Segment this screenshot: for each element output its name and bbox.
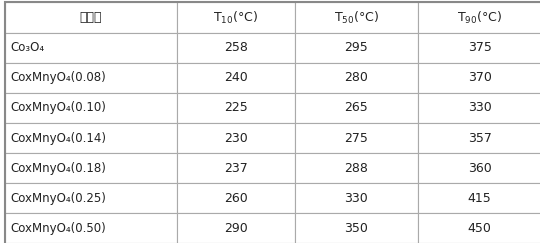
Bar bbox=[295, 153, 418, 183]
Bar bbox=[5, 153, 177, 183]
Bar bbox=[295, 183, 418, 213]
Text: 450: 450 bbox=[468, 222, 491, 235]
Text: Co₃O₄: Co₃O₄ bbox=[11, 41, 45, 54]
Bar bbox=[418, 33, 540, 63]
Bar bbox=[5, 63, 177, 93]
Text: 240: 240 bbox=[224, 71, 248, 84]
Bar bbox=[5, 33, 177, 63]
Text: 370: 370 bbox=[468, 71, 491, 84]
Bar bbox=[177, 183, 295, 213]
Bar bbox=[418, 123, 540, 153]
Text: CoxMnyO₄(0.25): CoxMnyO₄(0.25) bbox=[11, 192, 106, 205]
Bar bbox=[295, 2, 418, 33]
Bar bbox=[295, 63, 418, 93]
Bar bbox=[295, 33, 418, 63]
Bar bbox=[5, 213, 177, 243]
Bar bbox=[177, 2, 295, 33]
Text: 330: 330 bbox=[468, 101, 491, 114]
Bar bbox=[418, 153, 540, 183]
Text: 357: 357 bbox=[468, 131, 491, 145]
Bar bbox=[418, 213, 540, 243]
Text: CoxMnyO₄(0.08): CoxMnyO₄(0.08) bbox=[11, 71, 106, 84]
Text: CoxMnyO₄(0.18): CoxMnyO₄(0.18) bbox=[11, 162, 106, 175]
Bar bbox=[418, 93, 540, 123]
Text: 415: 415 bbox=[468, 192, 491, 205]
Text: 催化剂: 催化剂 bbox=[80, 11, 103, 24]
Text: 225: 225 bbox=[224, 101, 248, 114]
Bar bbox=[177, 153, 295, 183]
Text: 350: 350 bbox=[345, 222, 368, 235]
Bar bbox=[177, 123, 295, 153]
Text: 290: 290 bbox=[224, 222, 248, 235]
Text: 230: 230 bbox=[224, 131, 248, 145]
Text: 265: 265 bbox=[345, 101, 368, 114]
Bar bbox=[295, 213, 418, 243]
Bar bbox=[177, 33, 295, 63]
Text: $\mathrm{T}_{50}\mathrm{(°C)}$: $\mathrm{T}_{50}\mathrm{(°C)}$ bbox=[334, 9, 379, 26]
Text: 237: 237 bbox=[224, 162, 248, 175]
Bar bbox=[295, 123, 418, 153]
Text: 260: 260 bbox=[224, 192, 248, 205]
Text: 295: 295 bbox=[345, 41, 368, 54]
Text: 360: 360 bbox=[468, 162, 491, 175]
Text: $\mathrm{T}_{10}\mathrm{(°C)}$: $\mathrm{T}_{10}\mathrm{(°C)}$ bbox=[213, 9, 258, 26]
Bar bbox=[5, 2, 177, 33]
Text: 375: 375 bbox=[468, 41, 491, 54]
Text: 275: 275 bbox=[345, 131, 368, 145]
Bar bbox=[418, 63, 540, 93]
Bar bbox=[177, 93, 295, 123]
Bar bbox=[295, 93, 418, 123]
Text: $\mathrm{T}_{90}\mathrm{(°C)}$: $\mathrm{T}_{90}\mathrm{(°C)}$ bbox=[457, 9, 502, 26]
Text: 288: 288 bbox=[345, 162, 368, 175]
Text: CoxMnyO₄(0.14): CoxMnyO₄(0.14) bbox=[11, 131, 107, 145]
Bar bbox=[177, 213, 295, 243]
Text: 258: 258 bbox=[224, 41, 248, 54]
Bar bbox=[5, 93, 177, 123]
Text: 280: 280 bbox=[345, 71, 368, 84]
Bar bbox=[5, 183, 177, 213]
Bar bbox=[418, 2, 540, 33]
Bar bbox=[177, 63, 295, 93]
Bar bbox=[418, 183, 540, 213]
Bar bbox=[5, 123, 177, 153]
Text: CoxMnyO₄(0.10): CoxMnyO₄(0.10) bbox=[11, 101, 106, 114]
Text: CoxMnyO₄(0.50): CoxMnyO₄(0.50) bbox=[11, 222, 106, 235]
Text: 330: 330 bbox=[345, 192, 368, 205]
